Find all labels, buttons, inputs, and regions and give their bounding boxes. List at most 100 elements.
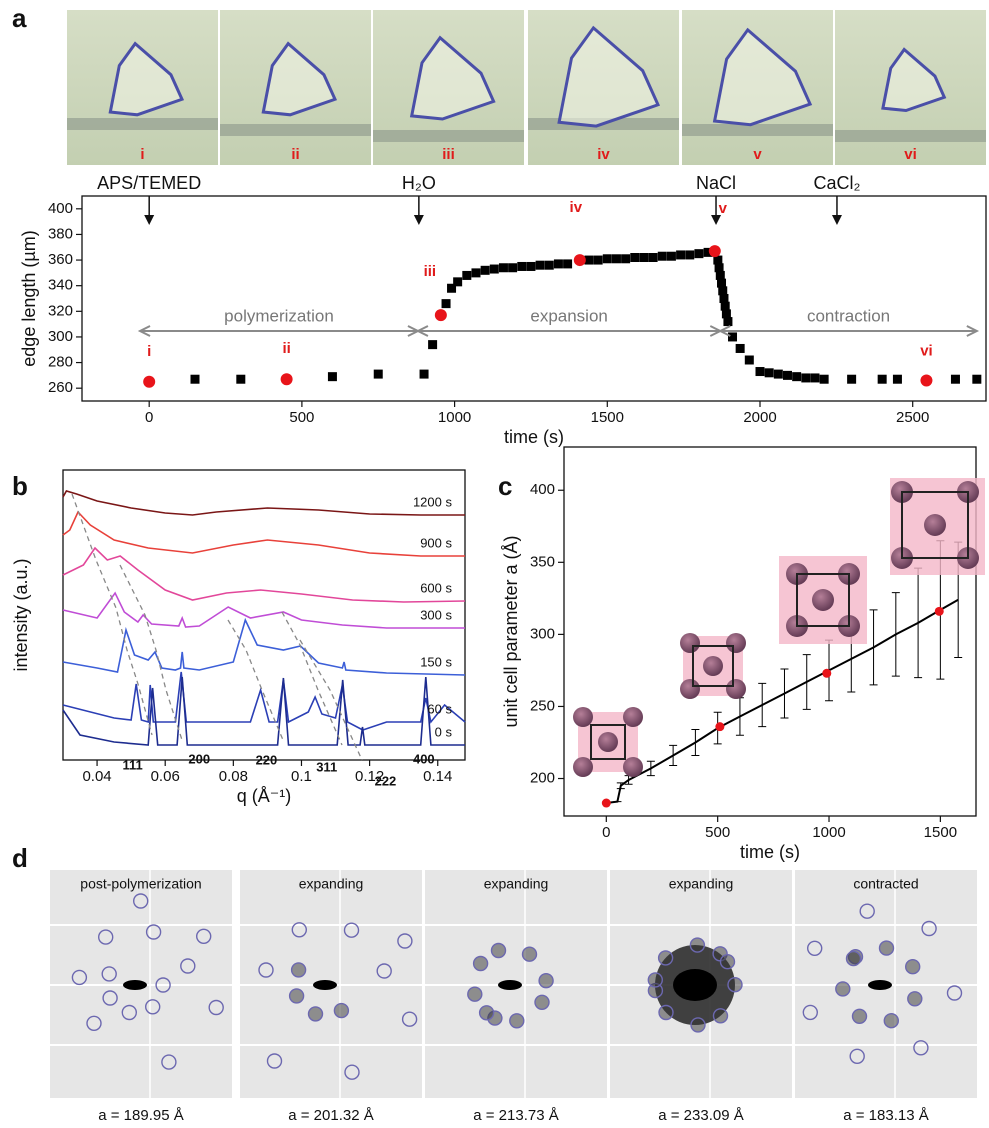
data-point [649,253,658,262]
data-point [756,367,765,376]
highlight-point [574,254,586,266]
series-label: 600 s [420,580,452,595]
data-point [719,294,728,303]
image-title: expanding [484,876,549,892]
series-line [63,548,465,602]
point-label: iii [424,263,437,280]
series-label: 60 s [427,701,452,716]
spot-marker [309,1007,323,1021]
data-point [878,375,887,384]
y-tick-label: 380 [48,225,73,242]
photo-label: i [140,146,144,163]
highlight-point [602,799,611,808]
y-tick-label: 300 [48,328,73,345]
data-point [563,259,572,268]
data-point [676,250,685,259]
spot-marker [539,974,553,988]
data-point [328,372,337,381]
x-tick-label: 1000 [812,824,845,841]
highlight-point [715,722,724,731]
peak-label: 222 [375,773,397,788]
figure: a b c d iiiiiiivvvi050010001500200025002… [0,0,989,1128]
x-tick-label: 0.08 [219,768,248,785]
spot-marker [659,1006,673,1020]
data-point [508,263,517,272]
data-point [603,254,612,263]
data-point [499,263,508,272]
ruler [220,124,371,136]
ruler [67,118,218,130]
photo-label: iii [442,146,455,163]
data-point [667,252,676,261]
panel-label: c [498,471,512,501]
spot-marker [648,973,662,987]
spot-marker [474,957,488,971]
point-label: ii [282,340,290,357]
data-point [481,266,490,275]
spot-marker [292,963,306,977]
spot-marker [290,989,304,1003]
data-point [554,259,563,268]
data-point [951,375,960,384]
highlight-point [709,245,721,257]
y-axis-label: intensity (a.u.) [11,558,31,671]
highlight-point [935,607,944,616]
highlight-point [920,375,932,387]
data-point [621,254,630,263]
spot-marker [880,941,894,955]
spot-marker [884,1014,898,1028]
y-axis-label: edge length (µm) [19,230,39,366]
event-label: APS/TEMED [97,173,201,193]
series-label: 300 s [420,607,452,622]
point-label: vi [920,342,933,359]
event-label: H₂O [402,173,436,193]
peak-label: 200 [188,751,210,766]
image-title: expanding [669,876,734,892]
peak-label: 111 [122,757,142,772]
data-point [191,375,200,384]
y-tick-label: 280 [48,354,73,371]
x-tick-label: 0.06 [151,768,180,785]
data-point [694,249,703,258]
event-arrowhead [414,215,424,225]
y-tick-label: 350 [530,553,555,570]
data-point [536,261,545,270]
data-point [453,277,462,286]
spot-marker [659,951,673,965]
data-point [462,271,471,280]
point-label: v [719,200,728,217]
spot-marker [853,1009,867,1023]
series-line [63,491,465,515]
x-tick-label: 0 [602,824,610,841]
data-point [428,340,437,349]
spot-marker [510,1014,524,1028]
data-point [685,250,694,259]
x-tick-label: 2500 [896,409,929,426]
highlight-point [143,376,155,388]
spot-marker [721,955,735,969]
y-axis-label: unit cell parameter a (Å) [501,535,521,727]
y-tick-label: 300 [530,625,555,642]
image-caption: a = 201.32 Å [288,1107,374,1124]
series-line [63,512,465,556]
spot-marker [334,1004,348,1018]
highlight-point [281,373,293,385]
data-point [722,309,731,318]
data-point [374,370,383,379]
data-point [810,373,819,382]
series-label: 900 s [420,535,452,550]
data-point [792,372,801,381]
panel-label: b [12,471,28,501]
data-point [745,356,754,365]
x-tick-label: 1500 [924,824,957,841]
data-point [721,302,730,311]
data-point [420,370,429,379]
ruler [373,130,524,142]
spot-marker [906,960,920,974]
x-tick-label: 2000 [743,409,776,426]
spot-marker [480,1006,494,1020]
y-tick-label: 360 [48,251,73,268]
panel-label: d [12,843,28,873]
x-tick-label: 1500 [591,409,624,426]
series-line [63,593,465,628]
